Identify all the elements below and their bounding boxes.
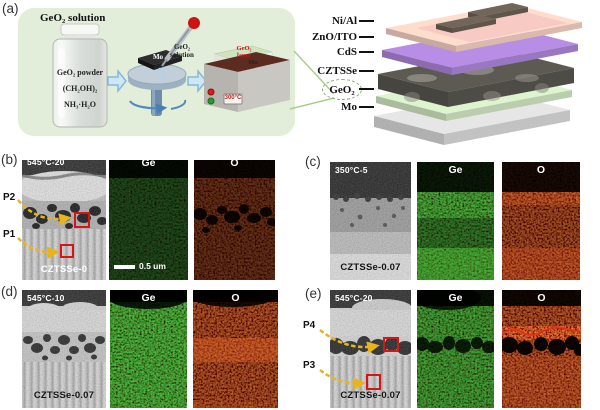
panel-e-marker-p4 bbox=[383, 337, 399, 352]
hotplate-green-button-icon bbox=[207, 97, 215, 105]
jar-line-2: (CH₂OH)₂ bbox=[62, 84, 98, 93]
panel-e-ge-title: Ge bbox=[448, 292, 463, 304]
layer-nial-grid bbox=[436, 3, 528, 33]
process-arrow-2-icon bbox=[187, 68, 207, 94]
panel-b-arrow-p1 bbox=[17, 237, 60, 259]
scale-bar bbox=[114, 265, 135, 269]
panel-b-sample: CZTSSe-0 bbox=[40, 264, 88, 275]
scale-bar-label: 0.5 um bbox=[139, 261, 166, 271]
panel-c-o-title: O bbox=[536, 164, 546, 176]
panel-b-point-p1: P1 bbox=[3, 229, 16, 240]
panel-d-sem-image bbox=[22, 290, 106, 408]
stack-dash bbox=[359, 70, 374, 72]
jar-line-3: NH₃·H₂O bbox=[64, 100, 96, 109]
panel-c-ge-map bbox=[417, 162, 494, 280]
panel-e-condition: 545°C-20 bbox=[335, 293, 373, 303]
panel-b-o-title: O bbox=[230, 157, 239, 169]
panel-d-ge-title: Ge bbox=[141, 292, 156, 304]
panel-e-letter: (e) bbox=[305, 286, 322, 301]
panel-b-condition: 545°C-20 bbox=[27, 157, 65, 167]
stack-dash bbox=[359, 36, 374, 38]
stack-dash bbox=[359, 106, 374, 108]
stack-label-cds: CdS bbox=[336, 46, 357, 58]
stack-label-nial: Ni/Al bbox=[331, 15, 357, 27]
panel-d-o-map bbox=[193, 290, 278, 408]
panel-e-point-p3: P3 bbox=[303, 360, 316, 371]
panel-b-marker-p1 bbox=[60, 244, 74, 258]
dropper-icon bbox=[157, 17, 200, 80]
hot-plate bbox=[204, 45, 290, 112]
panel-d-letter: (d) bbox=[1, 284, 18, 299]
jar-line-1: GeO₂ powder bbox=[56, 68, 104, 77]
panel-c-condition: 350°C-5 bbox=[335, 165, 368, 175]
hotplate-substrate-label: Mo bbox=[248, 59, 258, 66]
panel-e-o-map bbox=[502, 290, 581, 408]
panel-c-o-map bbox=[502, 162, 580, 280]
panel-d-o-title: O bbox=[231, 292, 240, 304]
panel-d-ge-map bbox=[110, 290, 187, 408]
panel-b-arrow-p2 bbox=[17, 199, 72, 226]
solution-jar bbox=[52, 23, 108, 128]
panel-d-condition: 545°C-10 bbox=[27, 293, 65, 303]
panel-b-ge-map bbox=[109, 160, 188, 280]
process-arrow-1-icon bbox=[107, 68, 127, 94]
panel-d-sample: CZTSSe-0.07 bbox=[33, 390, 95, 401]
hotplate-layer-label: GeO₂ layer bbox=[236, 45, 252, 59]
device-stack bbox=[374, 3, 582, 145]
panel-b-letter: (b) bbox=[1, 152, 18, 167]
panel-e-arrow-p3 bbox=[319, 369, 366, 390]
spin-substrate-label: Mo bbox=[152, 53, 164, 61]
panel-e-marker-p3 bbox=[366, 374, 381, 390]
process-illustration bbox=[52, 17, 290, 128]
panel-e-arrow-p4 bbox=[319, 329, 380, 354]
dropper-label: GeO₂ solution bbox=[170, 43, 194, 59]
panel-c-sample: CZTSSe-0.07 bbox=[340, 262, 401, 273]
stack-label-geo2-highlight: GeO₂ bbox=[322, 79, 362, 100]
stack-label-mo: Mo bbox=[341, 101, 357, 113]
panel-c-letter: (c) bbox=[305, 154, 321, 169]
stack-dash bbox=[359, 88, 374, 90]
stack-label-znoito: ZnO/ITO bbox=[311, 31, 357, 43]
panel-b-ge-title: Ge bbox=[141, 157, 156, 169]
hotplate-display bbox=[223, 93, 243, 105]
stack-dash bbox=[359, 51, 374, 53]
panel-c-ge-title: Ge bbox=[448, 164, 463, 176]
hotplate-display-value: 300°C bbox=[224, 95, 242, 101]
panel-a-letter: (a) bbox=[2, 1, 19, 16]
stack-dash bbox=[359, 20, 374, 22]
solution-title: GeO₂ solution bbox=[40, 12, 106, 24]
panel-e-sample: CZTSSe-0.07 bbox=[340, 390, 401, 401]
panel-e-ge-map bbox=[417, 290, 494, 408]
panel-e-point-p4: P4 bbox=[303, 320, 316, 331]
panel-b-o-map bbox=[194, 160, 275, 280]
panel-c-sem-image bbox=[330, 162, 411, 280]
stack-label-geo2: GeO₂ bbox=[329, 83, 355, 96]
hotplate-red-button-icon bbox=[207, 88, 215, 96]
panel-b-marker-p2 bbox=[74, 212, 90, 228]
spin-coater bbox=[127, 50, 187, 116]
panel-e-o-title: O bbox=[537, 292, 546, 304]
stack-label-cztsse: CZTSSe bbox=[317, 65, 357, 77]
panel-b-point-p2: P2 bbox=[3, 192, 16, 203]
